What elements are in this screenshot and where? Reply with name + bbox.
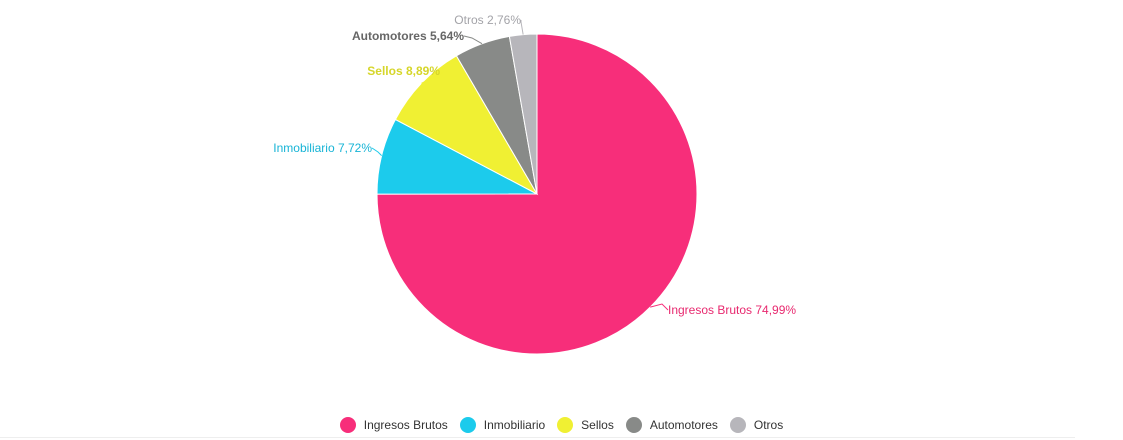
leader-line-automotores (463, 35, 483, 45)
bottom-divider (0, 437, 1075, 438)
legend-dot-icon (625, 417, 642, 433)
leader-line-inmobiliario (371, 147, 383, 157)
leader-line-ingresos-brutos (650, 303, 669, 311)
leader-line-sellos (421, 70, 447, 84)
slice-label-automotores: Automotores 5,64% (352, 29, 464, 43)
leader-line-otros (520, 20, 524, 35)
legend-item-sellos[interactable]: Sellos (557, 417, 614, 433)
chart-legend: Ingresos Brutos Inmobiliario Sellos Automot… (0, 414, 1123, 436)
slice-label-sellos: Sellos 8,89% (367, 64, 440, 78)
legend-label: Otros (753, 418, 784, 432)
legend-item-inmobiliario[interactable]: Inmobiliario (459, 417, 546, 433)
legend-item-otros[interactable]: Otros (729, 417, 784, 433)
legend-item-ingresos-brutos[interactable]: Ingresos Brutos (339, 417, 448, 433)
legend-label: Automotores (649, 418, 718, 432)
legend-dot-icon (729, 417, 746, 433)
legend-dot-icon (459, 417, 476, 433)
slice-label-inmobiliario: Inmobiliario 7,72% (273, 141, 372, 155)
legend-label: Sellos (581, 418, 614, 432)
legend-label: Inmobiliario (483, 418, 546, 432)
slice-label-otros: Otros 2,76% (454, 13, 521, 27)
legend-dot-icon (557, 417, 574, 433)
slice-label-ingresos-brutos: Ingresos Brutos 74,99% (668, 303, 796, 317)
legend-label: Ingresos Brutos (363, 418, 448, 432)
legend-item-automotores[interactable]: Automotores (625, 417, 718, 433)
legend-dot-icon (339, 417, 356, 433)
